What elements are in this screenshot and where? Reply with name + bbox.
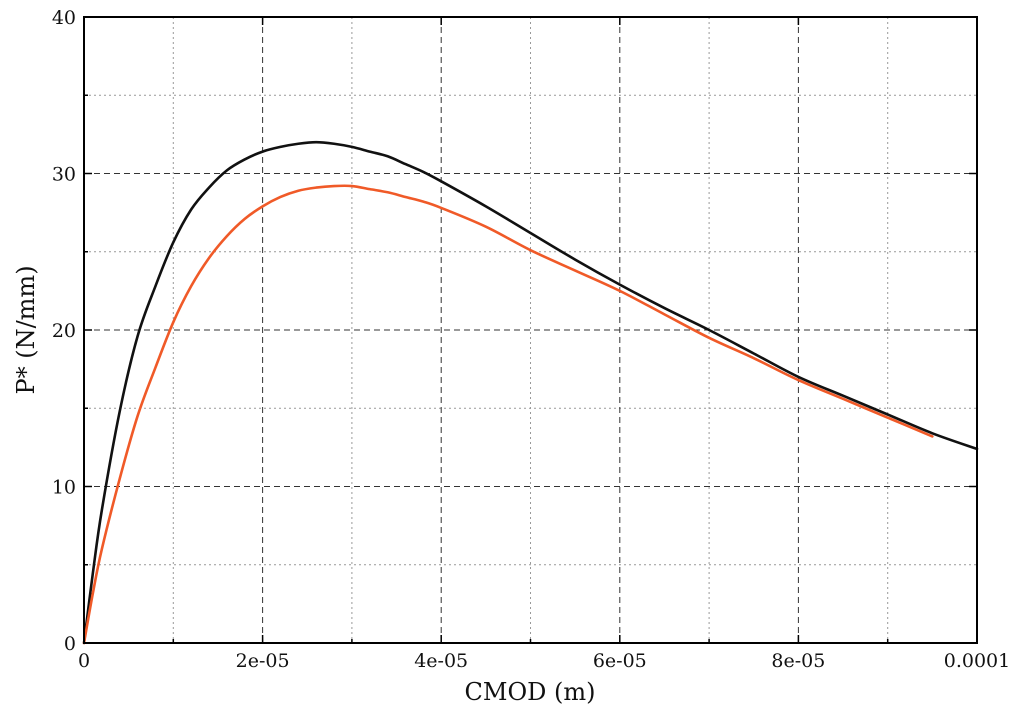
y-tick-label: 0 bbox=[64, 633, 76, 655]
y-tick-label: 10 bbox=[52, 477, 76, 499]
y-tick-label: 20 bbox=[52, 320, 76, 342]
y-tick-label: 30 bbox=[52, 164, 76, 186]
y-tick-label: 40 bbox=[52, 7, 76, 29]
x-tick-label: 2e-05 bbox=[236, 650, 290, 672]
x-tick-label: 6e-05 bbox=[593, 650, 647, 672]
grid bbox=[84, 17, 977, 643]
x-tick-label: 8e-05 bbox=[771, 650, 825, 672]
y-axis-title: P* (N/mm) bbox=[12, 265, 40, 394]
x-tick-label: 0.0001 bbox=[944, 650, 1010, 672]
axis-ticks bbox=[83, 16, 978, 644]
tick-labels: 0 2e-05 4e-05 6e-05 8e-05 0.0001 0 10 20 30 40 bbox=[52, 7, 1010, 672]
series-line-1 bbox=[82, 140, 979, 645]
series-lines bbox=[82, 140, 979, 645]
series-line-2 bbox=[82, 184, 934, 645]
x-axis-title: CMOD (m) bbox=[465, 678, 596, 706]
x-tick-label: 4e-05 bbox=[414, 650, 468, 672]
x-tick-label: 0 bbox=[78, 650, 90, 672]
